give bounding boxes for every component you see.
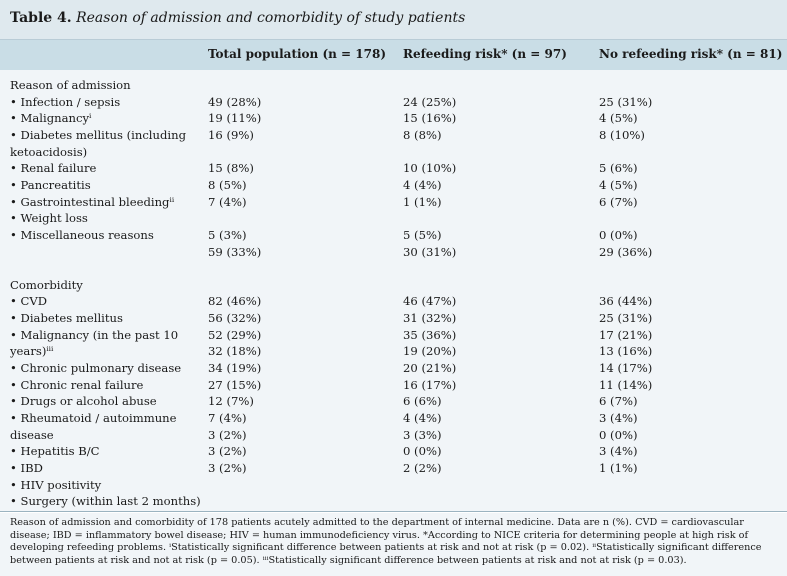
footnote-line: between patients at risk and not at risk… — [10, 555, 687, 567]
table-footnote: Reason of admission and comorbidity of 1… — [0, 513, 787, 576]
row-label: • Surgery (within last 2 months) — [10, 494, 201, 509]
cell-total: 49 (28%) — [208, 94, 262, 109]
cell-refeeding-risk: 2 (2%) — [403, 460, 442, 475]
row-label: • Diabetes mellitus (including — [10, 127, 187, 142]
cell-refeeding-risk: 30 (31%) — [403, 244, 457, 259]
cell-no-refeeding-risk: 13 (16%) — [599, 344, 653, 359]
cell-refeeding-risk: 0 (0%) — [403, 444, 442, 459]
cell-refeeding-risk: 4 (4%) — [403, 411, 442, 425]
cell-no-refeeding-risk: 17 (21%) — [599, 327, 653, 342]
row-label: • Malignancyⁱ — [10, 111, 92, 126]
cell-total: 3 (2%) — [208, 427, 247, 442]
cell-total: 16 (9%) — [208, 127, 254, 142]
cell-refeeding-risk: 16 (17%) — [403, 377, 457, 392]
header-total-population: Total population (n = 178) — [208, 47, 387, 61]
footnote-line: disease; IBD = inflammatory bowel diseas… — [10, 529, 749, 541]
row-label: • Drugs or alcohol abuse — [10, 394, 157, 409]
cell-no-refeeding-risk: 29 (36%) — [599, 244, 653, 259]
cell-total: 19 (11%) — [208, 111, 262, 126]
cell-total: 12 (7%) — [208, 394, 254, 409]
cell-no-refeeding-risk: 1 (1%) — [599, 460, 638, 475]
cell-total: 8 (5%) — [208, 177, 247, 192]
row-label: • Pancreatitis — [10, 177, 91, 192]
cell-refeeding-risk: 8 (8%) — [403, 127, 442, 142]
cell-no-refeeding-risk: 3 (4%) — [599, 411, 638, 425]
cell-no-refeeding-risk: 36 (44%) — [599, 294, 653, 309]
row-label: • CVD — [10, 294, 48, 309]
row-label: ketoacidosis) — [10, 144, 88, 159]
cell-refeeding-risk: 46 (47%) — [403, 294, 457, 309]
cell-total: 3 (2%) — [208, 444, 247, 459]
row-label: • Diabetes mellitus — [10, 311, 123, 326]
cell-total: 52 (29%) — [208, 327, 262, 342]
table-body: Reason of admission • Infection / sepsis 4… — [0, 70, 787, 512]
row-label: • HIV positivity — [10, 477, 102, 492]
row-label: • Miscellaneous reasons — [10, 227, 154, 242]
cell-refeeding-risk: 5 (5%) — [403, 227, 442, 242]
cell-no-refeeding-risk: 3 (4%) — [599, 444, 638, 459]
cell-no-refeeding-risk: 6 (7%) — [599, 194, 638, 209]
cell-no-refeeding-risk: 11 (14%) — [599, 377, 653, 392]
cell-refeeding-risk: 19 (20%) — [403, 344, 457, 359]
header-refeeding-risk: Refeeding risk* (n = 97) — [403, 47, 567, 61]
cell-no-refeeding-risk: 14 (17%) — [599, 361, 653, 376]
cell-refeeding-risk: 15 (16%) — [403, 111, 457, 126]
row-label: Comorbidity — [10, 277, 83, 292]
cell-total: 82 (46%) — [208, 294, 262, 309]
cell-refeeding-risk: 4 (4%) — [403, 177, 442, 192]
cell-total: 7 (4%) — [208, 194, 247, 209]
cell-no-refeeding-risk: 5 (6%) — [599, 161, 638, 176]
cell-total: 3 (2%) — [208, 460, 247, 475]
footnote-line: developing refeeding problems. ⁱStatisti… — [10, 542, 762, 554]
row-label: • Rheumatoid / autoimmune — [10, 411, 177, 425]
cell-total: 56 (32%) — [208, 311, 262, 326]
cell-total: 34 (19%) — [208, 361, 262, 376]
row-label: • Chronic pulmonary disease — [10, 361, 182, 376]
cell-refeeding-risk: 20 (21%) — [403, 361, 457, 376]
row-label: disease — [10, 427, 54, 442]
cell-no-refeeding-risk: 0 (0%) — [599, 427, 638, 442]
row-label: years)ⁱⁱⁱ — [10, 344, 54, 359]
row-label: • Chronic renal failure — [10, 377, 144, 392]
table-label: Table 4. — [10, 10, 72, 26]
table-caption: Reason of admission and comorbidity of s… — [76, 10, 466, 26]
cell-refeeding-risk: 24 (25%) — [403, 94, 457, 109]
cell-no-refeeding-risk: 4 (5%) — [599, 177, 638, 192]
cell-refeeding-risk: 35 (36%) — [403, 327, 457, 342]
cell-no-refeeding-risk: 4 (5%) — [599, 111, 638, 126]
table-title: Table 4. Reason of admission and comorbi… — [0, 0, 787, 40]
cell-refeeding-risk: 31 (32%) — [403, 311, 457, 326]
cell-refeeding-risk: 10 (10%) — [403, 161, 457, 176]
cell-refeeding-risk: 6 (6%) — [403, 394, 442, 409]
cell-refeeding-risk: 3 (3%) — [403, 427, 442, 442]
cell-no-refeeding-risk: 0 (0%) — [599, 227, 638, 242]
row-label: • Renal failure — [10, 161, 97, 176]
cell-total: 15 (8%) — [208, 161, 254, 176]
cell-refeeding-risk: 1 (1%) — [403, 194, 442, 209]
row-label: • IBD — [10, 460, 43, 475]
cell-no-refeeding-risk: 8 (10%) — [599, 127, 645, 142]
cell-total: 7 (4%) — [208, 411, 247, 425]
cell-no-refeeding-risk: 25 (31%) — [599, 94, 653, 109]
row-label: • Weight loss — [10, 211, 88, 226]
row-label: Reason of admission — [10, 78, 131, 92]
row-label: • Infection / sepsis — [10, 94, 121, 109]
cell-no-refeeding-risk: 6 (7%) — [599, 394, 638, 409]
cell-total: 32 (18%) — [208, 344, 262, 359]
cell-total: 5 (3%) — [208, 227, 247, 242]
table-header-row: Total population (n = 178) Refeeding ris… — [0, 40, 787, 70]
footnote-line: Reason of admission and comorbidity of 1… — [10, 517, 744, 528]
cell-total: 59 (33%) — [208, 244, 262, 259]
row-label: • Malignancy (in the past 10 — [10, 327, 179, 342]
cell-no-refeeding-risk: 25 (31%) — [599, 311, 653, 326]
row-label: • Gastrointestinal bleedingⁱⁱ — [10, 194, 175, 209]
row-label: • Hepatitis B/C — [10, 444, 100, 459]
cell-total: 27 (15%) — [208, 377, 262, 392]
header-no-refeeding-risk: No refeeding risk* (n = 81) — [599, 47, 783, 61]
